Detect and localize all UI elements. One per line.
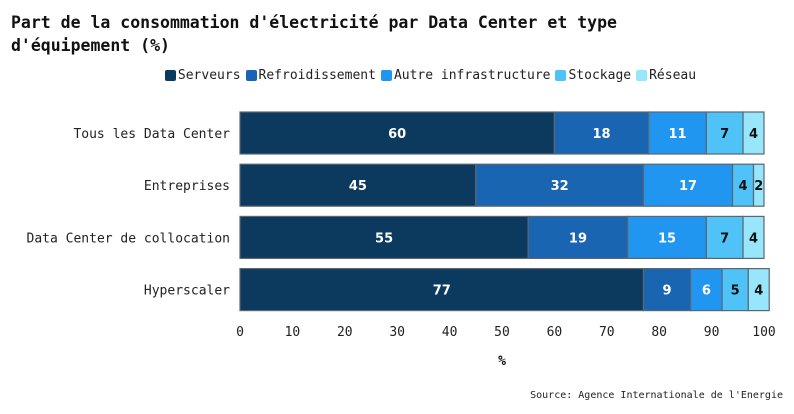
data-label: 15 [658, 231, 676, 246]
data-label: 17 [679, 179, 697, 194]
bar-segment[interactable] [752, 163, 765, 207]
chart-title: Part de la consommation d'électricité pa… [11, 11, 711, 57]
chart-title-line-2: d'équipement (%) [11, 36, 170, 55]
bar-segment[interactable] [705, 111, 744, 155]
x-tick-label: 50 [494, 325, 510, 340]
data-label: 5 [731, 284, 740, 299]
legend-swatch [380, 70, 392, 81]
bar-segment[interactable] [239, 268, 645, 312]
data-label: 4 [739, 179, 748, 194]
bar-segment[interactable] [690, 268, 723, 312]
bar-segment[interactable] [747, 268, 770, 312]
x-tick-label: 90 [704, 325, 720, 340]
bar-segment[interactable] [475, 163, 645, 207]
bar-segment[interactable] [527, 215, 629, 259]
data-label: 18 [593, 127, 611, 142]
legend-label: Réseau [649, 68, 697, 83]
bar-row: 55 19 15 7 4 [239, 215, 765, 259]
category-label: Hyperscaler [144, 284, 230, 299]
data-label: 32 [551, 179, 569, 194]
bar-row: 77 9 6 5 4 [239, 268, 770, 312]
x-tick-label: 60 [547, 325, 563, 340]
legend-item-reseau[interactable]: Réseau [636, 68, 696, 83]
data-label: 60 [388, 127, 406, 142]
x-tick-label: 10 [285, 325, 301, 340]
data-label: 55 [375, 231, 393, 246]
data-label: 19 [569, 231, 587, 246]
legend-item-refroidissement[interactable]: Refroidissement [245, 68, 376, 83]
legend-swatch [555, 70, 567, 81]
x-tick-label: 80 [651, 325, 667, 340]
x-tick-label: 40 [442, 325, 458, 340]
data-label: 7 [720, 231, 729, 246]
bar-segment[interactable] [239, 163, 477, 207]
source-note: Source: Agence Internationale de l'Energ… [530, 390, 783, 401]
legend-label: Stockage [568, 68, 632, 83]
x-tick-label: 30 [389, 325, 405, 340]
legend-swatch [164, 70, 176, 81]
legend-item-serveurs[interactable]: Serveurs [164, 68, 241, 83]
data-label: 77 [433, 284, 451, 299]
legend-label: Autre infrastructure [393, 68, 551, 83]
x-tick-label: 20 [337, 325, 353, 340]
legend-item-stockage[interactable]: Stockage [555, 68, 631, 83]
bar-row: 45 32 17 4 2 [239, 163, 765, 207]
category-label: Data Center de collocation [27, 231, 231, 246]
category-label: Entreprises [144, 179, 230, 194]
data-label: 45 [349, 179, 367, 194]
data-label: 9 [663, 284, 672, 299]
x-tick-label: 70 [599, 325, 615, 340]
bar-segment[interactable] [742, 111, 765, 155]
chart-title-line-1: Part de la consommation d'électricité pa… [11, 13, 617, 32]
data-label: 7 [720, 127, 729, 142]
x-axis-ticks: 0 10 20 30 40 50 60 70 80 90 100 [236, 325, 776, 340]
bar-segment[interactable] [642, 268, 692, 312]
bar-segment[interactable] [239, 111, 555, 155]
data-label: 4 [749, 127, 758, 142]
bar-segment[interactable] [239, 215, 529, 259]
legend-label: Serveurs [177, 68, 241, 83]
category-labels: Tous les Data Center Entreprises Data Cent… [27, 127, 231, 299]
bar-segment[interactable] [627, 215, 707, 259]
bar-segment[interactable] [742, 215, 765, 259]
legend-swatch [636, 70, 648, 81]
bar-segment[interactable] [705, 215, 744, 259]
legend-swatch [245, 70, 257, 81]
bar-row: 60 18 11 7 4 [239, 111, 765, 155]
x-axis-label: % [498, 354, 506, 369]
bars-group: 60 18 11 7 445 32 17 4 255 19 15 7 477 9 6 5 4 [239, 111, 770, 312]
data-label: 11 [668, 127, 686, 142]
legend-label: Refroidissement [258, 68, 376, 83]
category-label: Tous les Data Center [73, 127, 230, 142]
data-label: 2 [754, 179, 763, 194]
bar-segment[interactable] [648, 111, 707, 155]
data-label: 4 [754, 284, 763, 299]
x-tick-label: 0 [236, 325, 244, 340]
data-label: 4 [749, 231, 758, 246]
x-tick-label: 100 [752, 325, 775, 340]
legend-item-autre-infrastructure[interactable]: Autre infrastructure [380, 68, 551, 83]
bar-segment[interactable] [553, 111, 650, 155]
legend: Serveurs Refroidissement Autre infrastru… [0, 68, 794, 83]
data-label: 6 [702, 284, 711, 299]
